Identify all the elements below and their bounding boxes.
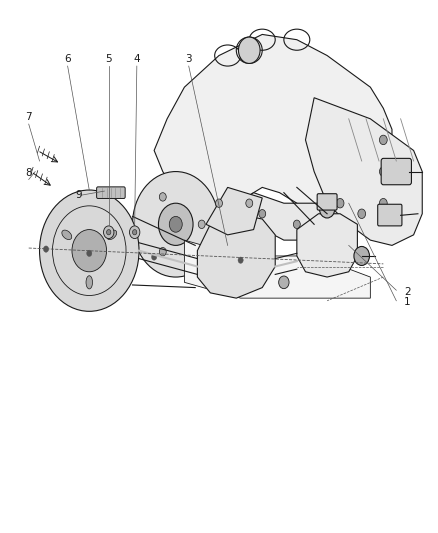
Circle shape	[43, 246, 49, 252]
Circle shape	[133, 172, 219, 277]
Text: 3: 3	[185, 54, 192, 64]
Text: 9: 9	[75, 190, 82, 200]
Circle shape	[72, 230, 106, 272]
Text: 8: 8	[25, 167, 32, 177]
Text: 7: 7	[25, 112, 32, 122]
Circle shape	[354, 246, 370, 265]
FancyBboxPatch shape	[317, 193, 337, 210]
Polygon shape	[154, 35, 392, 224]
Circle shape	[130, 226, 140, 239]
Polygon shape	[240, 192, 357, 240]
FancyBboxPatch shape	[97, 187, 125, 198]
Polygon shape	[305, 98, 422, 245]
Text: 5: 5	[106, 54, 112, 64]
Circle shape	[103, 226, 114, 239]
Ellipse shape	[86, 276, 92, 289]
Circle shape	[379, 198, 387, 208]
Circle shape	[259, 209, 266, 218]
Circle shape	[379, 167, 387, 176]
Circle shape	[198, 220, 205, 229]
Polygon shape	[198, 214, 275, 298]
Circle shape	[238, 37, 260, 63]
Text: 4: 4	[134, 54, 140, 64]
Circle shape	[159, 203, 193, 245]
Circle shape	[319, 199, 335, 218]
Circle shape	[279, 276, 289, 289]
Circle shape	[215, 199, 223, 207]
Polygon shape	[184, 240, 371, 298]
Circle shape	[246, 199, 253, 207]
Circle shape	[133, 230, 137, 235]
Text: 2: 2	[404, 287, 410, 297]
Circle shape	[358, 209, 366, 219]
Circle shape	[169, 216, 182, 232]
Text: 6: 6	[64, 54, 71, 64]
Text: 1: 1	[404, 297, 410, 308]
Circle shape	[159, 247, 166, 256]
Polygon shape	[206, 188, 262, 235]
Circle shape	[379, 135, 387, 144]
Ellipse shape	[62, 230, 72, 240]
Circle shape	[39, 190, 139, 311]
Ellipse shape	[107, 230, 117, 240]
FancyBboxPatch shape	[378, 204, 402, 226]
Polygon shape	[297, 214, 357, 277]
Circle shape	[159, 192, 166, 201]
Circle shape	[106, 230, 111, 235]
Circle shape	[336, 198, 344, 208]
Circle shape	[87, 250, 92, 256]
Circle shape	[328, 220, 335, 229]
Circle shape	[293, 220, 300, 229]
Circle shape	[152, 254, 157, 260]
Circle shape	[345, 209, 352, 218]
Circle shape	[238, 257, 243, 263]
FancyBboxPatch shape	[381, 158, 411, 185]
